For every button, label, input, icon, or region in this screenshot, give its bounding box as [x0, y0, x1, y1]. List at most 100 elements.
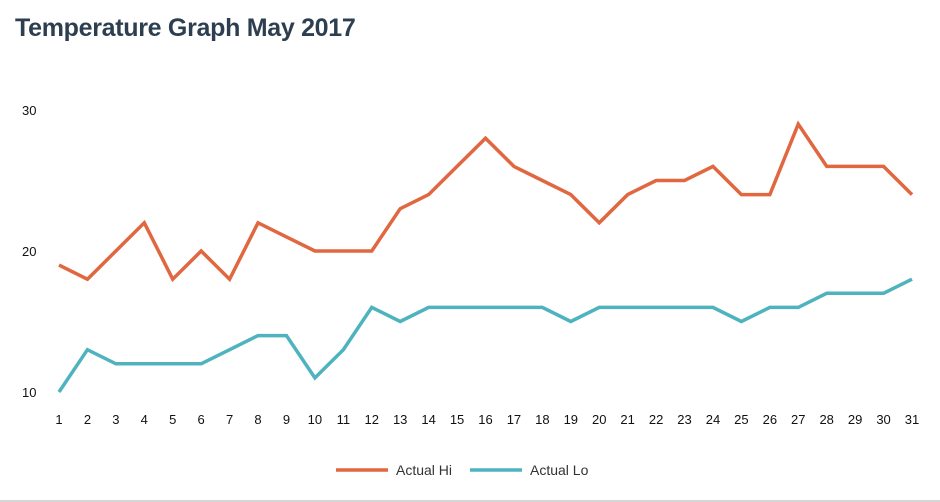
data-point-actual-lo [426, 304, 432, 310]
x-tick-label: 27 [791, 412, 805, 427]
data-point-actual-hi [767, 192, 773, 198]
x-tick-label: 10 [308, 412, 322, 427]
series-lines [56, 120, 915, 395]
x-tick-label: 20 [592, 412, 606, 427]
x-tick-label: 1 [55, 412, 62, 427]
y-tick-label: 20 [22, 244, 36, 259]
y-tick-label: 30 [22, 103, 36, 118]
data-point-actual-hi [397, 206, 403, 212]
data-point-actual-hi [227, 276, 233, 282]
data-point-actual-lo [340, 347, 346, 353]
data-point-actual-lo [795, 304, 801, 310]
data-point-actual-lo [397, 319, 403, 325]
x-tick-label: 12 [365, 412, 379, 427]
data-point-actual-lo [283, 333, 289, 339]
legend: Actual Hi Actual Lo [336, 462, 589, 478]
data-point-actual-hi [852, 163, 858, 169]
data-point-actual-lo [84, 347, 90, 353]
data-point-actual-hi [84, 276, 90, 282]
data-point-actual-lo [568, 319, 574, 325]
data-point-actual-lo [625, 304, 631, 310]
y-tick-label: 10 [22, 385, 36, 400]
data-point-actual-hi [909, 192, 915, 198]
data-point-actual-hi [340, 248, 346, 254]
x-tick-label: 19 [564, 412, 578, 427]
x-tick-label: 15 [450, 412, 464, 427]
x-tick-label: 21 [620, 412, 634, 427]
data-point-actual-hi [113, 248, 119, 254]
data-point-actual-lo [511, 304, 517, 310]
x-tick-label: 13 [393, 412, 407, 427]
y-axis-ticks: 10 20 30 [22, 103, 36, 400]
data-point-actual-lo [824, 290, 830, 296]
x-tick-label: 4 [141, 412, 148, 427]
data-point-actual-lo [539, 304, 545, 310]
x-axis-ticks: 1 2 3 4 5 6 7 8 9 10 11 12 13 14 15 16 17 18 19 20 21 22 23 24 2… [55, 412, 919, 427]
data-point-actual-hi [283, 234, 289, 240]
data-point-actual-lo [738, 319, 744, 325]
x-tick-label: 6 [198, 412, 205, 427]
data-point-actual-hi [483, 135, 489, 141]
data-point-actual-hi [369, 248, 375, 254]
bottom-divider [0, 500, 940, 502]
data-point-actual-hi [625, 192, 631, 198]
x-tick-label: 28 [819, 412, 833, 427]
x-tick-label: 16 [478, 412, 492, 427]
data-point-actual-lo [909, 276, 915, 282]
data-point-actual-lo [141, 361, 147, 367]
legend-label: Actual Hi [396, 462, 452, 478]
x-tick-label: 3 [112, 412, 119, 427]
data-point-actual-hi [56, 262, 62, 268]
data-point-actual-lo [653, 304, 659, 310]
data-point-actual-hi [682, 178, 688, 184]
data-point-actual-hi [710, 163, 716, 169]
data-point-actual-hi [312, 248, 318, 254]
data-point-actual-hi [738, 192, 744, 198]
data-point-actual-hi [539, 178, 545, 184]
data-point-actual-hi [881, 163, 887, 169]
x-tick-label: 14 [421, 412, 435, 427]
x-tick-label: 24 [706, 412, 720, 427]
x-tick-label: 22 [649, 412, 663, 427]
data-point-actual-lo [255, 333, 261, 339]
data-point-actual-hi [426, 192, 432, 198]
x-tick-label: 25 [734, 412, 748, 427]
data-point-actual-hi [141, 220, 147, 226]
data-point-actual-hi [255, 220, 261, 226]
x-tick-label: 29 [848, 412, 862, 427]
x-tick-label: 23 [677, 412, 691, 427]
data-point-actual-lo [881, 290, 887, 296]
data-point-actual-lo [596, 304, 602, 310]
data-point-actual-lo [483, 304, 489, 310]
data-point-actual-hi [198, 248, 204, 254]
series-line-actual-hi [58, 120, 914, 283]
data-point-actual-lo [767, 304, 773, 310]
data-point-actual-lo [227, 347, 233, 353]
data-point-actual-lo [170, 361, 176, 367]
data-point-actual-lo [682, 304, 688, 310]
data-point-actual-hi [454, 163, 460, 169]
x-tick-label: 30 [876, 412, 890, 427]
data-point-actual-lo [852, 290, 858, 296]
data-point-actual-lo [454, 304, 460, 310]
data-point-actual-lo [198, 361, 204, 367]
data-point-actual-hi [653, 178, 659, 184]
data-point-actual-hi [511, 163, 517, 169]
legend-label: Actual Lo [530, 462, 589, 478]
x-tick-label: 26 [763, 412, 777, 427]
data-point-actual-lo [312, 375, 318, 381]
chart-title: Temperature Graph May 2017 [15, 14, 356, 42]
data-point-actual-hi [170, 276, 176, 282]
x-tick-label: 31 [905, 412, 919, 427]
x-tick-label: 2 [84, 412, 91, 427]
data-point-actual-lo [56, 389, 62, 395]
data-point-actual-lo [113, 361, 119, 367]
data-point-actual-hi [568, 192, 574, 198]
series-line-actual-lo [57, 277, 913, 393]
x-tick-label: 7 [226, 412, 233, 427]
data-point-actual-lo [369, 304, 375, 310]
data-point-actual-lo [710, 304, 716, 310]
data-point-actual-hi [596, 220, 602, 226]
data-point-actual-hi [824, 163, 830, 169]
